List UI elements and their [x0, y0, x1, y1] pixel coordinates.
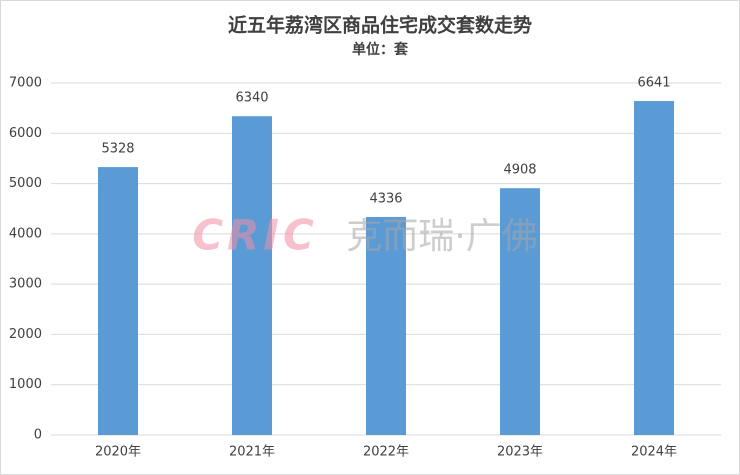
y-tick-label: 6000	[9, 126, 42, 141]
watermark-logo: CRIC	[192, 211, 318, 260]
watermark: CRIC 克而瑞·广佛	[192, 211, 538, 260]
chart-subtitle: 单位：套	[352, 41, 408, 58]
data-label: 4336	[369, 191, 402, 206]
chart-title: 近五年荔湾区商品住宅成交套数走势	[228, 14, 532, 37]
y-tick-label: 2000	[9, 327, 42, 342]
data-label: 4908	[503, 163, 536, 178]
bar	[98, 167, 138, 436]
data-label: 6340	[235, 91, 268, 106]
bar	[634, 101, 674, 435]
x-tick-label: 2022年	[363, 445, 409, 460]
x-tick-label: 2020年	[95, 445, 141, 460]
data-label: 5328	[101, 142, 134, 157]
y-tick-label: 0	[34, 428, 42, 443]
bar	[500, 188, 540, 435]
data-label: 6641	[637, 76, 670, 91]
x-tick-label: 2023年	[497, 445, 543, 460]
y-tick-label: 4000	[9, 226, 42, 241]
x-tick-label: 2021年	[229, 445, 275, 460]
bar	[232, 116, 272, 435]
y-tick-label: 5000	[9, 176, 42, 191]
y-tick-label: 1000	[9, 377, 42, 392]
bar	[366, 216, 406, 435]
watermark-text: 克而瑞·广佛	[346, 216, 537, 257]
y-tick-label: 3000	[9, 277, 42, 292]
y-tick-label: 7000	[9, 76, 42, 91]
x-tick-label: 2024年	[631, 445, 677, 460]
